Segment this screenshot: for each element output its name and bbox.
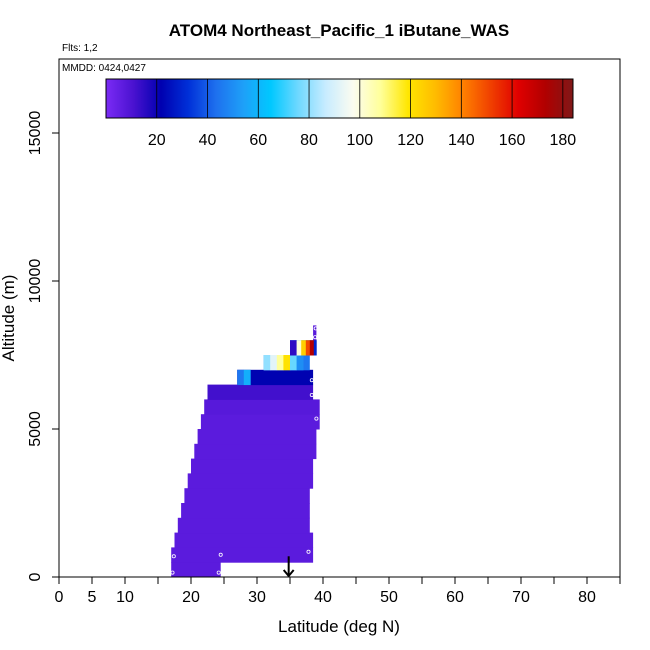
data-cell (296, 355, 304, 371)
x-tick-label: 40 (314, 589, 332, 606)
colorbar-tick-label: 140 (448, 132, 475, 149)
colorbar-tick-label: 100 (346, 132, 373, 149)
colorbar-tick-label: 120 (397, 132, 424, 149)
data-cell (187, 473, 314, 489)
y-tick-label: 10000 (27, 259, 44, 304)
data-cell (177, 517, 310, 534)
sample-point (309, 378, 314, 383)
data-cell (301, 340, 307, 356)
flights-note: Flts: 1,2 (62, 43, 98, 54)
x-tick-label: 30 (248, 589, 266, 606)
x-tick-label: 5 (88, 589, 97, 606)
data-cell (171, 562, 221, 578)
data-cell (263, 355, 271, 371)
chart-title: ATOM4 Northeast_Pacific_1 iButane_WAS (169, 21, 509, 40)
sample-point (309, 392, 314, 397)
colorbar-tick-label: 60 (249, 132, 267, 149)
sample-point (314, 416, 319, 421)
data-cell (290, 340, 297, 356)
data-cell (194, 443, 317, 460)
x-axis: 0 5 10 20 30 40 50 60 70 80 (55, 577, 621, 606)
sample-point (311, 355, 316, 360)
data-cell (174, 532, 314, 548)
data-cell (207, 384, 314, 400)
data-cell (191, 458, 314, 474)
data-cell (171, 547, 314, 563)
data-cell (276, 355, 284, 371)
y-axis-label: Altitude (m) (0, 275, 18, 362)
colorbar: 20 40 60 80 100 120 140 160 180 (105, 78, 576, 149)
data-cell (296, 340, 302, 356)
sample-point (306, 549, 311, 554)
data-cell (184, 488, 310, 504)
colorbar-tick-label: 20 (148, 132, 166, 149)
data-cell (237, 369, 245, 386)
data-cell (237, 369, 314, 386)
data-cell (197, 429, 317, 445)
colorbar-tick-label: 180 (549, 132, 576, 149)
y-tick-label: 0 (27, 572, 44, 581)
y-tick-label: 15000 (27, 111, 44, 156)
data-cell (309, 340, 315, 356)
x-tick-label: 60 (446, 589, 464, 606)
data-cell (283, 355, 291, 371)
data-cell (305, 340, 311, 356)
x-axis-label: Latitude (deg N) (278, 617, 400, 636)
colorbar-tick-label: 80 (300, 132, 318, 149)
plot-frame (58, 58, 621, 578)
x-tick-label: 70 (512, 589, 530, 606)
sample-point (170, 570, 175, 575)
data-cell (200, 414, 320, 430)
sample-point (313, 326, 318, 331)
x-tick-label: 80 (578, 589, 596, 606)
data-cell (313, 325, 317, 341)
y-tick-label: 5000 (27, 411, 44, 447)
sample-point (218, 552, 223, 557)
y-axis: 0 5000 10000 15000 (27, 111, 59, 581)
data-cell (243, 369, 251, 386)
sample-point (171, 554, 176, 559)
x-tick-label: 10 (116, 589, 134, 606)
colorbar-gradient (105, 78, 574, 119)
x-tick-label: 20 (182, 589, 200, 606)
data-cell (290, 355, 297, 371)
x-tick-label: 0 (55, 589, 64, 606)
sample-point (216, 570, 221, 575)
data-cell (313, 340, 317, 356)
mmdd-note: MMDD: 0424,0427 (62, 63, 146, 74)
data-cell (270, 355, 278, 371)
sample-point (313, 335, 318, 340)
colorbar-tick-label: 40 (199, 132, 217, 149)
data-cell (204, 399, 320, 415)
colorbar-tick-label: 160 (499, 132, 526, 149)
arrow-head-icon (282, 569, 295, 578)
data-cell (181, 503, 310, 519)
x-tick-label: 50 (380, 589, 398, 606)
plot-area (170, 325, 320, 578)
